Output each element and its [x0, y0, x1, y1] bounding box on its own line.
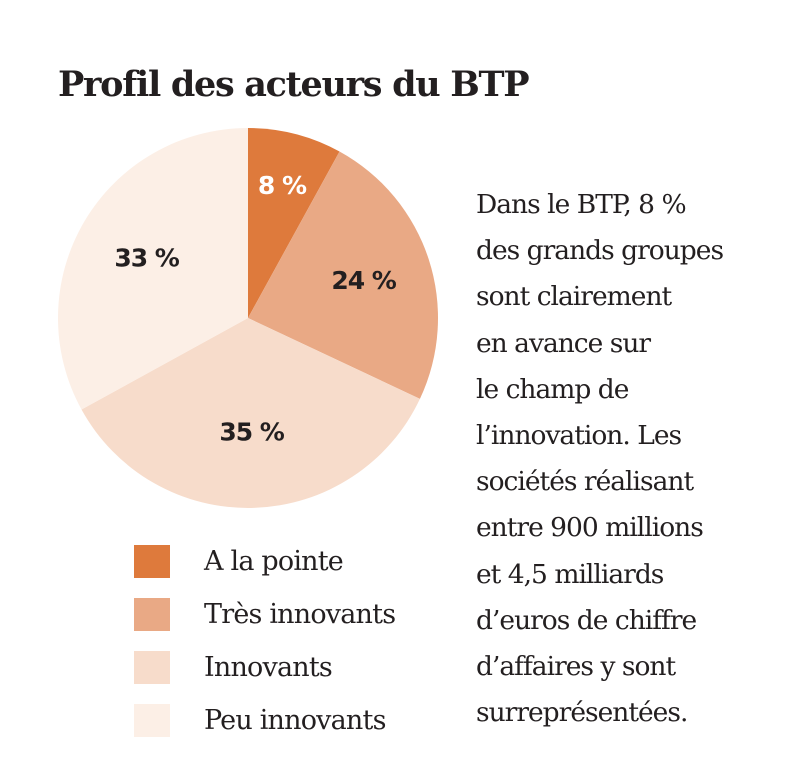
- pie-slices: [58, 128, 439, 509]
- legend-swatch: [134, 545, 170, 578]
- legend-item-a-la-pointe: A la pointe: [134, 535, 395, 588]
- legend-label: A la pointe: [204, 546, 344, 577]
- legend-item-innovants: Innovants: [134, 641, 395, 694]
- pie-value-label-3: 33 %: [114, 244, 179, 273]
- legend-item-tres-innovants: Très innovants: [134, 588, 396, 641]
- legend-swatch: [134, 651, 170, 684]
- pie-slice-3: [58, 128, 248, 410]
- legend-swatch: [134, 598, 170, 631]
- pie-value-label-2: 35 %: [219, 417, 284, 446]
- pie-slice-2: [81, 318, 420, 509]
- legend-label: Peu innovants: [204, 705, 386, 736]
- pie-value-label-0: 8 %: [258, 171, 307, 200]
- pie-value-labels: 8 % 24 % 35 % 33 %: [114, 171, 397, 446]
- legend: A la pointe Très innovants Innovants Peu…: [134, 535, 396, 747]
- pie-slice-0: [248, 128, 340, 318]
- pie-slice-1: [248, 151, 439, 399]
- legend-label: Innovants: [204, 652, 333, 683]
- legend-swatch: [134, 704, 170, 737]
- legend-item-peu-innovants: Peu innovants: [134, 694, 395, 747]
- chart-title: Profil des acteurs du BTP: [58, 64, 530, 105]
- pie-value-label-1: 24 %: [331, 266, 396, 295]
- caption-text: Dans le BTP, 8 % des grands groupes sont…: [476, 189, 724, 729]
- legend-label: Très innovants: [204, 599, 396, 630]
